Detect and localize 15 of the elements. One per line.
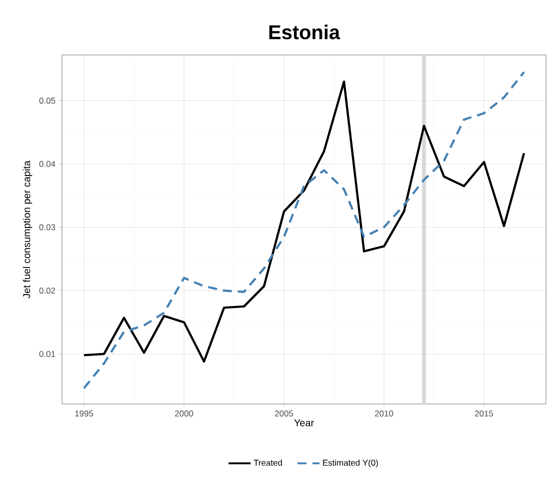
y-tick-label: 0.04 bbox=[39, 160, 56, 167]
y-tick-label: 0.03 bbox=[39, 224, 56, 230]
x-tick-label: 2005 bbox=[275, 410, 294, 416]
x-axis-title: Year bbox=[294, 419, 314, 426]
x-tick-label: 2010 bbox=[375, 410, 394, 416]
y-tick-label: 0.02 bbox=[39, 288, 56, 294]
legend-label: Estimated Y(0) bbox=[323, 459, 378, 468]
y-axis-title: Jet fuel consumption per capita bbox=[22, 160, 32, 298]
x-tick-label: 2015 bbox=[475, 410, 494, 416]
x-tick-label: 2000 bbox=[175, 410, 194, 416]
y-tick-label: 0.01 bbox=[39, 350, 56, 357]
y-tick-label: 0.05 bbox=[39, 98, 56, 104]
x-tick-label: 1995 bbox=[75, 410, 94, 416]
chart-title: Estonia bbox=[269, 24, 340, 40]
legend-label: Treated bbox=[254, 459, 282, 466]
